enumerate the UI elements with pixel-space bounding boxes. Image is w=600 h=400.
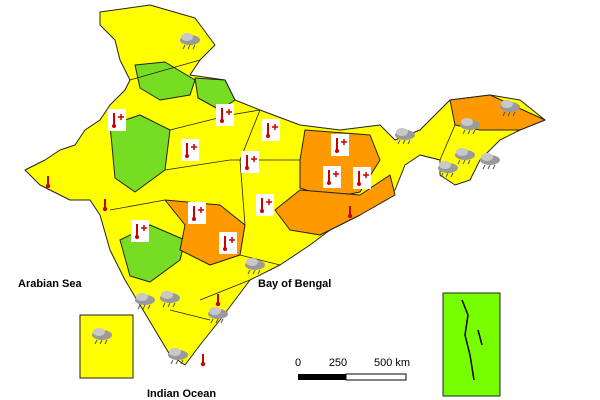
heat-icon xyxy=(261,118,281,142)
heat-icon xyxy=(130,219,150,243)
heat-icon xyxy=(218,231,238,255)
heat-icon xyxy=(107,108,127,132)
andaman-inset xyxy=(442,292,501,397)
heat-icon xyxy=(215,103,235,127)
heat-icon xyxy=(240,150,260,174)
heat-icon xyxy=(200,354,206,367)
heat-icon xyxy=(352,166,372,190)
sea-label: Arabian Sea xyxy=(18,278,82,290)
scale-label: 250 xyxy=(329,357,347,369)
sea-label: Indian Ocean xyxy=(147,388,216,400)
region-green xyxy=(134,61,196,101)
islands xyxy=(461,299,483,381)
scale-label: 500 km xyxy=(374,357,410,369)
lakshadweep-inset xyxy=(79,314,134,379)
heat-icon xyxy=(330,133,350,157)
heat-icon xyxy=(322,165,342,189)
rain-icon xyxy=(479,152,501,170)
scale-bar xyxy=(298,374,346,380)
heat-icon xyxy=(180,138,200,162)
heat-icon xyxy=(255,193,275,217)
sea-label: Bay of Bengal xyxy=(258,278,331,290)
heat-icon xyxy=(187,201,207,225)
scale-bar xyxy=(345,373,407,381)
scale-label: 0 xyxy=(295,357,301,369)
